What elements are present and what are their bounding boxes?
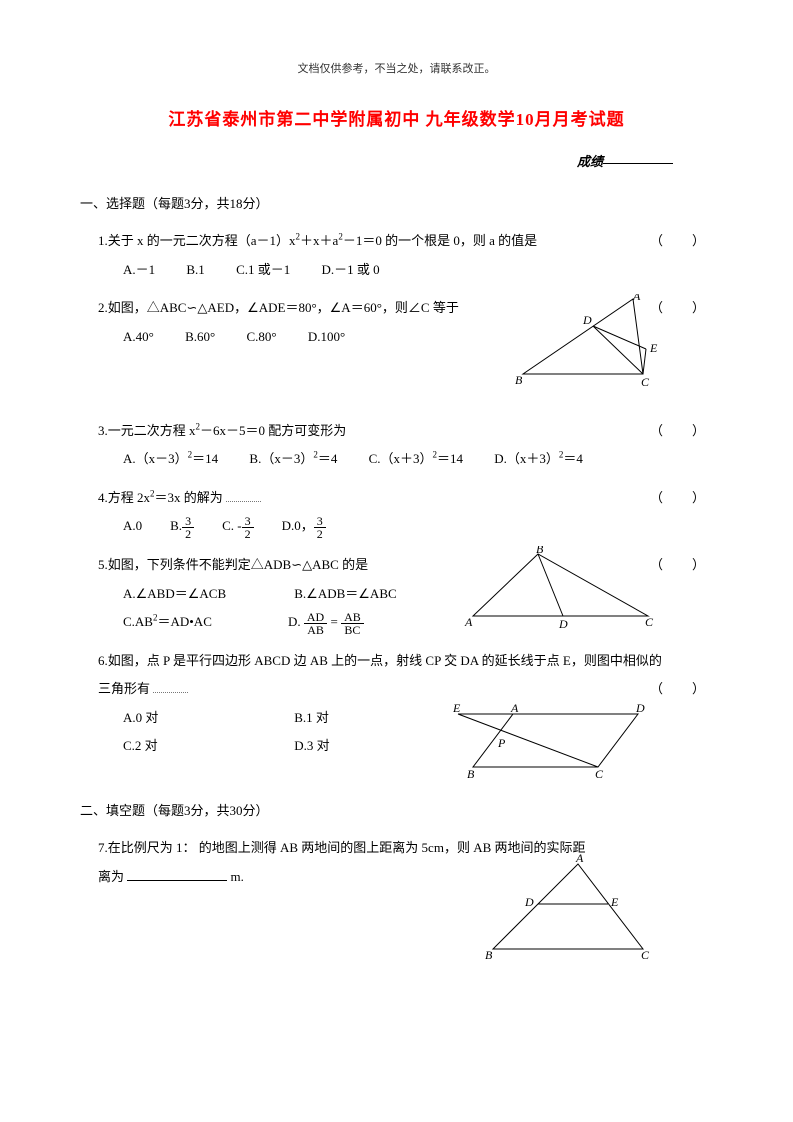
q3-part-b: －6x－5＝0 配方可变形为 — [200, 423, 346, 438]
triangle-de-icon: A B C D E — [483, 854, 653, 964]
svg-text:A: A — [464, 615, 473, 629]
q4-paren: （ ） — [650, 484, 713, 513]
question-5: 5.如图，下列条件不能判定△ADB∽△ABC 的是 （ ） A.∠ABD＝∠AC… — [80, 551, 713, 637]
triangle-abc-icon: A B C D E — [513, 294, 663, 389]
svg-text:D: D — [635, 702, 645, 715]
question-4: 4.方程 2x2＝3x 的解为 （ ） A.0 B.32 C. -32 D.0，… — [80, 484, 713, 541]
q7-part-b: 离为 — [98, 869, 124, 884]
q5-opt-b: B.∠ADB＝∠ABC — [294, 580, 396, 609]
q1-opt-c: C.1 或－1 — [236, 256, 290, 285]
q6-stem: 6.如图，点 P 是平行四边形 ABCD 边 AB 上的一点，射线 CP 交 D… — [98, 653, 662, 668]
q6-figure: A D E B C P — [453, 702, 653, 789]
q3-part-a: 3.一元二次方程 x — [98, 423, 196, 438]
svg-text:E: E — [453, 702, 461, 715]
q1-part-a: 1.关于 x 的一元二次方程（a－1）x — [98, 233, 296, 248]
svg-text:E: E — [649, 341, 658, 355]
q1-part-b: ＋x＋a — [300, 233, 338, 248]
question-7: 7.在比例尺为 1： 的地图上测得 AB 两地间的图上距离为 5cm，则 AB … — [80, 834, 713, 891]
q4-opt-b: B.32 — [170, 512, 194, 541]
question-1: 1.关于 x 的一元二次方程（a－1）x2＋x＋a2－1＝0 的一个根是 0，则… — [80, 227, 713, 284]
q6-opt-b: B.1 对 — [294, 704, 329, 733]
q5-figure: B A D C — [463, 546, 663, 638]
svg-text:C: C — [595, 767, 604, 781]
q7-figure: A B C D E — [483, 854, 653, 971]
q6-text2: 三角形有 （ ） — [98, 675, 713, 704]
q3-opt-b: B.（x－3）2＝4 — [249, 445, 337, 474]
q4-opt-d: D.0，32 — [282, 512, 326, 541]
q6-stem2: 三角形有 — [98, 681, 150, 696]
score-line: 成绩 — [80, 150, 713, 173]
question-3: 3.一元二次方程 x2－6x－5＝0 配方可变形为 （ ） A.（x－3）2＝1… — [80, 417, 713, 474]
q7-blank[interactable] — [127, 880, 227, 881]
exam-title: 江苏省泰州市第二中学附属初中 九年级数学10月月考试题 — [80, 105, 713, 136]
q1-paren: （ ） — [650, 227, 713, 256]
q3-text: 3.一元二次方程 x2－6x－5＝0 配方可变形为 （ ） — [98, 417, 713, 446]
q2-figure: A B C D E — [513, 294, 663, 396]
q1-opt-a: A.－1 — [123, 256, 155, 285]
q1-opt-d: D.－1 或 0 — [321, 256, 379, 285]
svg-text:B: B — [536, 546, 544, 556]
svg-text:A: A — [510, 702, 519, 715]
svg-text:D: D — [582, 313, 592, 327]
q4-part-a: 4.方程 2x — [98, 490, 150, 505]
svg-text:C: C — [641, 375, 650, 389]
section1-header: 一、选择题（每题3分，共18分） — [80, 192, 713, 215]
svg-text:C: C — [645, 615, 654, 629]
svg-text:B: B — [515, 373, 523, 387]
q2-opt-c: C.80° — [246, 323, 276, 352]
q3-opt-c: C.（x＋3）2＝14 — [369, 445, 463, 474]
q4-opt-a: A.0 — [123, 512, 142, 541]
q5-opt-c: C.AB2＝AD•AC — [123, 608, 288, 637]
q1-part-c: －1＝0 的一个根是 0，则 a 的值是 — [343, 233, 537, 248]
svg-text:A: A — [575, 854, 584, 865]
header-note: 文档仅供参考，不当之处，请联系改正。 — [80, 60, 713, 80]
q4-opt-c: C. -32 — [222, 512, 254, 541]
svg-text:P: P — [497, 736, 506, 750]
q2-opt-a: A.40° — [123, 323, 154, 352]
parallelogram-icon: A D E B C P — [453, 702, 653, 782]
svg-text:D: D — [558, 617, 568, 631]
q3-paren: （ ） — [650, 417, 713, 446]
q1-opt-b: B.1 — [186, 256, 204, 285]
q2-stem: 2.如图，△ABC∽△AED，∠ADE＝80°，∠A＝60°，则∠C 等于 — [98, 300, 459, 315]
score-label: 成绩 — [577, 154, 603, 169]
q6-opt-a: A.0 对 — [123, 704, 263, 733]
q3-opt-a: A.（x－3）2＝14 — [123, 445, 218, 474]
question-2: 2.如图，△ABC∽△AED，∠ADE＝80°，∠A＝60°，则∠C 等于 （ … — [80, 294, 713, 406]
q6-opt-c: C.2 对 — [123, 732, 263, 761]
q7-part-c: m. — [231, 869, 244, 884]
q1-text: 1.关于 x 的一元二次方程（a－1）x2＋x＋a2－1＝0 的一个根是 0，则… — [98, 227, 713, 256]
svg-text:E: E — [610, 895, 619, 909]
q6-paren: （ ） — [650, 675, 713, 704]
triangle-adb-icon: B A D C — [463, 546, 663, 631]
q4-text: 4.方程 2x2＝3x 的解为 （ ） — [98, 484, 713, 513]
svg-text:C: C — [641, 948, 650, 962]
q6-opt-d: D.3 对 — [294, 732, 329, 761]
svg-text:D: D — [524, 895, 534, 909]
svg-text:B: B — [467, 767, 475, 781]
svg-text:B: B — [485, 948, 493, 962]
q6-text: 6.如图，点 P 是平行四边形 ABCD 边 AB 上的一点，射线 CP 交 D… — [98, 647, 713, 676]
q5-opt-a: A.∠ABD＝∠ACB — [123, 580, 263, 609]
q4-options: A.0 B.32 C. -32 D.0，32 — [98, 512, 713, 541]
q1-options: A.－1 B.1 C.1 或－1 D.－1 或 0 — [98, 256, 713, 285]
q3-options: A.（x－3）2＝14 B.（x－3）2＝4 C.（x＋3）2＝14 D.（x＋… — [98, 445, 713, 474]
q2-opt-d: D.100° — [308, 323, 345, 352]
q5-opt-d: D. ADAB = ABBC — [288, 608, 364, 637]
q2-opt-b: B.60° — [185, 323, 215, 352]
question-6: 6.如图，点 P 是平行四边形 ABCD 边 AB 上的一点，射线 CP 交 D… — [80, 647, 713, 789]
q4-part-b: ＝3x 的解为 — [155, 490, 223, 505]
q3-opt-d: D.（x＋3）2＝4 — [494, 445, 583, 474]
dotted-line — [226, 501, 261, 502]
dotted-line2 — [153, 692, 188, 693]
section2-header: 二、填空题（每题3分，共30分） — [80, 799, 713, 822]
score-blank[interactable] — [603, 163, 673, 164]
svg-text:A: A — [632, 294, 641, 303]
q5-stem: 5.如图，下列条件不能判定△ADB∽△ABC 的是 — [98, 557, 368, 572]
